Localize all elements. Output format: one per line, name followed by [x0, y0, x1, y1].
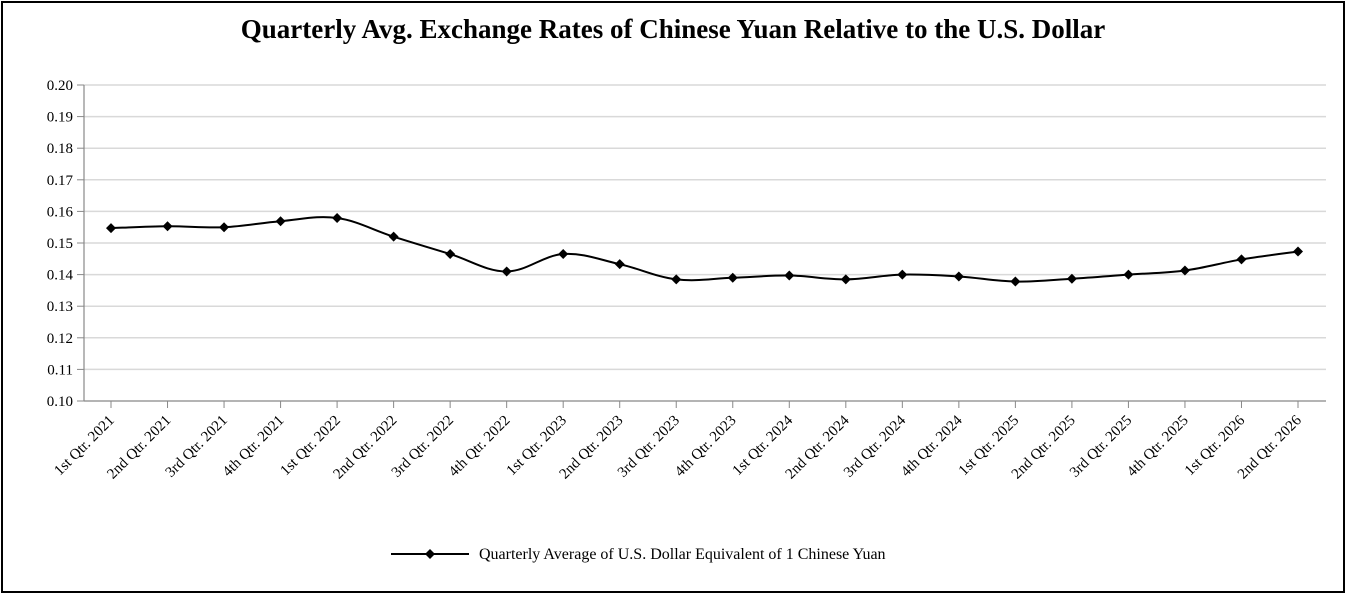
data-point-marker — [671, 274, 682, 285]
data-point-marker — [1236, 254, 1247, 265]
y-tick-label: 0.14 — [47, 268, 74, 284]
y-tick-label: 0.15 — [47, 236, 73, 252]
data-point-marker — [219, 222, 230, 233]
legend-label: Quarterly Average of U.S. Dollar Equival… — [479, 546, 886, 563]
data-point-marker — [727, 272, 738, 283]
data-point-marker — [1123, 269, 1134, 280]
y-tick-label: 0.13 — [47, 299, 73, 315]
gridlines — [77, 84, 1326, 402]
series-layer — [106, 213, 1303, 287]
data-point-marker — [162, 221, 173, 232]
y-tick-label: 0.10 — [47, 394, 73, 410]
data-point-marker — [445, 249, 456, 260]
data-point-marker — [558, 249, 569, 260]
x-tick-label: 4th Qtr. 2025 — [1124, 413, 1192, 481]
chart-title: Quarterly Avg. Exchange Rates of Chinese… — [240, 14, 1106, 44]
data-point-marker — [897, 269, 908, 280]
y-tick-label: 0.18 — [47, 141, 73, 157]
data-point-marker — [106, 223, 116, 234]
data-point-marker — [1066, 273, 1077, 284]
y-tick-label: 0.16 — [47, 204, 74, 220]
y-tick-labels: 0.20 0.19 0.18 0.17 0.16 0.15 0.14 0.13 0.12 0.11… — [47, 78, 74, 410]
data-point-marker — [1293, 246, 1303, 257]
data-point-marker — [332, 213, 343, 224]
data-point-marker — [840, 274, 851, 285]
x-tick-label: 4th Qtr. 2024 — [898, 412, 966, 480]
x-tick-label: 4th Qtr. 2021 — [220, 413, 288, 481]
data-point-marker — [388, 231, 399, 242]
y-tick-label: 0.20 — [47, 78, 73, 94]
data-point-marker — [1179, 265, 1190, 276]
data-point-marker — [953, 271, 964, 282]
y-tick-label: 0.19 — [47, 110, 73, 126]
legend: Quarterly Average of U.S. Dollar Equival… — [391, 546, 886, 563]
x-tick-label: 4th Qtr. 2022 — [446, 413, 514, 481]
y-tick-label: 0.11 — [47, 362, 73, 378]
data-point-marker — [1010, 276, 1021, 287]
data-point-marker — [784, 270, 795, 281]
axes — [83, 85, 1326, 408]
data-point-marker — [501, 266, 512, 277]
y-tick-label: 0.17 — [47, 173, 74, 189]
data-point-marker — [275, 216, 286, 227]
x-tick-label: 4th Qtr. 2023 — [672, 413, 740, 481]
y-tick-label: 0.12 — [47, 331, 73, 347]
data-point-marker — [614, 259, 625, 270]
series-line — [110, 216, 1299, 283]
legend-marker — [425, 549, 435, 559]
